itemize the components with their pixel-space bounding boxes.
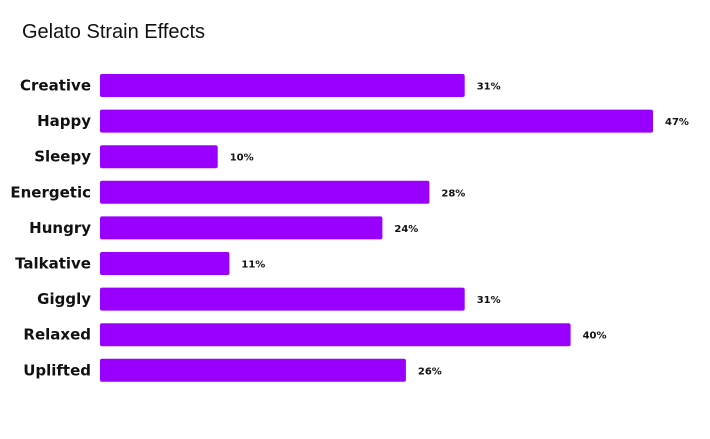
bar-giggly <box>100 287 465 311</box>
value-label-uplifted: 26% <box>418 366 442 377</box>
value-label-creative: 31% <box>477 82 501 93</box>
bar-relaxed <box>100 323 571 347</box>
category-label-hungry: Hungry <box>29 219 91 237</box>
bar-happy <box>100 109 653 133</box>
category-label-uplifted: Uplifted <box>23 361 91 379</box>
value-label-talkative: 11% <box>241 260 265 271</box>
category-label-creative: Creative <box>20 77 91 95</box>
bar-creative <box>100 74 465 97</box>
bar-uplifted <box>100 358 406 382</box>
category-label-energetic: Energetic <box>10 183 91 201</box>
category-label-sleepy: Sleepy <box>34 148 91 166</box>
value-label-giggly: 31% <box>477 295 501 306</box>
value-label-relaxed: 40% <box>583 331 607 342</box>
category-label-happy: Happy <box>37 112 91 130</box>
bar-sleepy <box>100 145 218 169</box>
bar-energetic <box>100 180 430 204</box>
value-label-energetic: 28% <box>441 188 465 199</box>
bar-talkative <box>100 252 230 275</box>
bar-hungry <box>100 216 383 240</box>
chart-title: Gelato Strain Effects <box>22 21 206 43</box>
value-label-sleepy: 10% <box>230 153 254 164</box>
category-label-relaxed: Relaxed <box>23 326 91 344</box>
category-label-giggly: Giggly <box>37 290 91 308</box>
category-label-talkative: Talkative <box>15 255 91 273</box>
value-label-happy: 47% <box>665 117 689 128</box>
value-label-hungry: 24% <box>394 224 418 235</box>
